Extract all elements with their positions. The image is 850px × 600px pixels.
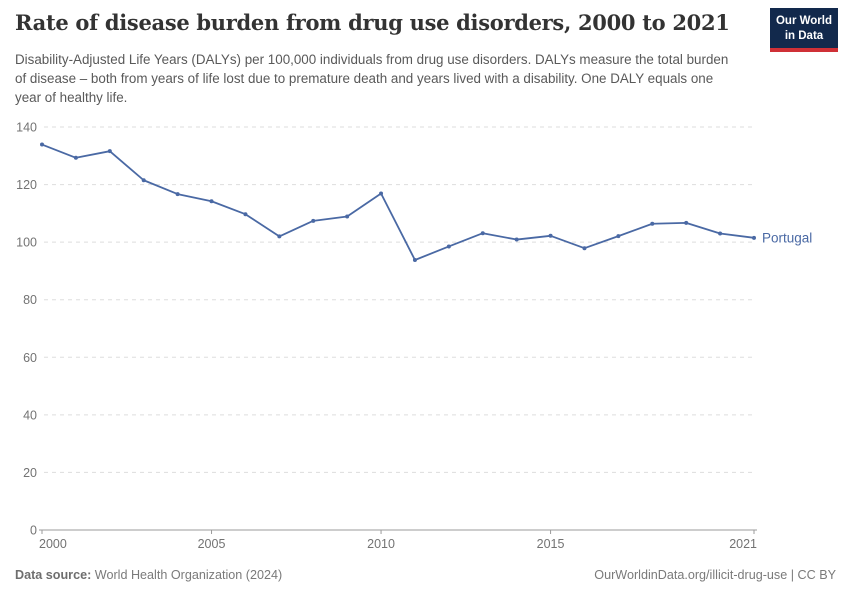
data-point[interactable] <box>40 142 44 147</box>
x-tick-label: 2010 <box>367 537 395 551</box>
x-tick-label: 2015 <box>537 537 565 551</box>
y-tick-label: 100 <box>16 236 37 250</box>
x-tick-label: 2005 <box>198 537 226 551</box>
data-point[interactable] <box>379 191 384 196</box>
chart-subtitle: Disability-Adjusted Life Years (DALYs) p… <box>15 52 729 106</box>
data-point[interactable] <box>243 212 248 217</box>
y-tick-label: 80 <box>23 293 37 307</box>
data-point[interactable] <box>514 237 519 242</box>
data-point[interactable] <box>718 231 723 236</box>
data-point[interactable] <box>209 199 214 204</box>
y-tick-label: 40 <box>23 408 37 422</box>
attribution-link[interactable]: OurWorldinData.org/illicit-drug-use | CC… <box>594 568 836 582</box>
data-point[interactable] <box>175 192 180 197</box>
data-point[interactable] <box>650 221 655 226</box>
series-line-portugal[interactable] <box>41 143 755 261</box>
data-point[interactable] <box>616 234 621 239</box>
series-label: Portugal <box>762 230 812 245</box>
y-tick-label: 140 <box>16 121 37 135</box>
data-point[interactable] <box>311 218 316 223</box>
y-tick-label: 20 <box>23 466 37 480</box>
x-tick-label: 2021 <box>729 537 757 551</box>
data-point[interactable] <box>141 178 146 183</box>
data-point[interactable] <box>548 233 553 238</box>
chart-title: Rate of disease burden from drug use dis… <box>15 10 730 35</box>
data-point[interactable] <box>73 155 78 160</box>
y-tick-label: 0 <box>30 524 37 538</box>
data-point[interactable] <box>446 244 451 249</box>
data-point[interactable] <box>345 214 350 219</box>
data-point[interactable] <box>684 220 689 225</box>
owid-logo[interactable]: Our World in Data <box>770 8 838 53</box>
data-point[interactable] <box>480 231 485 236</box>
data-source-label: Data source: <box>15 568 92 582</box>
chart-footer: Data source: World Health Organization (… <box>15 568 836 582</box>
owid-logo-line2: in Data <box>784 29 824 42</box>
data-source-value: World Health Organization (2024) <box>94 568 283 582</box>
x-tick-label: 2000 <box>39 537 67 551</box>
data-point[interactable] <box>752 235 756 240</box>
y-tick-label: 60 <box>23 351 37 365</box>
data-source: Data source: World Health Organization (… <box>15 568 282 582</box>
data-point[interactable] <box>107 149 112 154</box>
y-tick-label: 120 <box>16 178 37 192</box>
data-point[interactable] <box>412 257 417 262</box>
data-point[interactable] <box>277 234 282 239</box>
owid-logo-line1: Our World <box>775 15 832 27</box>
line-chart[interactable]: 0 20 40 60 80 100 120 140 2000 2005 2010 2015 2021 Po… <box>0 0 850 562</box>
data-point[interactable] <box>582 246 587 251</box>
